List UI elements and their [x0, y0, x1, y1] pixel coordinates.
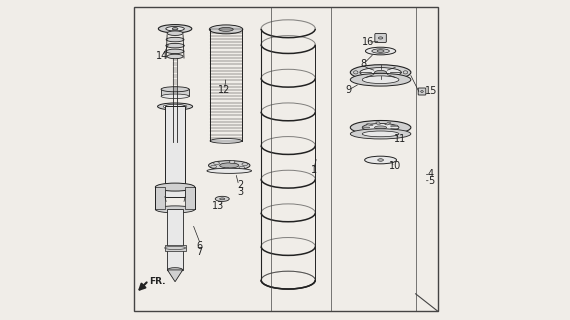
Polygon shape: [185, 187, 195, 209]
Polygon shape: [156, 187, 165, 209]
Ellipse shape: [421, 91, 424, 92]
Ellipse shape: [223, 167, 229, 170]
Ellipse shape: [168, 268, 183, 272]
Text: 7: 7: [196, 247, 202, 257]
Text: 9: 9: [345, 85, 352, 95]
FancyBboxPatch shape: [375, 34, 386, 43]
Ellipse shape: [207, 168, 251, 173]
Ellipse shape: [378, 37, 383, 39]
Ellipse shape: [209, 161, 250, 170]
Text: 1: 1: [311, 164, 317, 174]
Ellipse shape: [239, 166, 245, 169]
Bar: [161, 89, 189, 96]
Ellipse shape: [172, 28, 178, 30]
Text: 10: 10: [389, 161, 401, 172]
Ellipse shape: [365, 47, 396, 55]
Ellipse shape: [372, 49, 389, 53]
Ellipse shape: [165, 246, 186, 250]
Polygon shape: [385, 122, 391, 125]
Text: 14: 14: [156, 52, 169, 61]
Ellipse shape: [242, 163, 248, 166]
Ellipse shape: [166, 49, 184, 53]
Text: 13: 13: [212, 201, 224, 211]
Ellipse shape: [167, 54, 183, 59]
Ellipse shape: [210, 139, 242, 143]
Text: 2: 2: [237, 180, 243, 190]
Ellipse shape: [167, 31, 183, 36]
Ellipse shape: [161, 87, 189, 92]
Ellipse shape: [219, 198, 225, 200]
Text: 12: 12: [218, 85, 231, 95]
FancyBboxPatch shape: [418, 88, 426, 95]
Text: FR.: FR.: [149, 277, 165, 286]
Ellipse shape: [211, 165, 217, 168]
Ellipse shape: [163, 106, 166, 108]
Text: 15: 15: [425, 86, 438, 97]
Ellipse shape: [214, 162, 219, 164]
Polygon shape: [366, 129, 373, 132]
Ellipse shape: [215, 196, 229, 201]
Ellipse shape: [360, 68, 401, 77]
Polygon shape: [376, 131, 380, 133]
Polygon shape: [390, 128, 398, 130]
Ellipse shape: [378, 159, 384, 161]
Ellipse shape: [219, 28, 233, 31]
Polygon shape: [366, 124, 373, 126]
Bar: [165, 245, 186, 251]
Ellipse shape: [166, 37, 184, 42]
Bar: [165, 106, 185, 197]
Ellipse shape: [219, 163, 239, 168]
Text: 11: 11: [393, 134, 406, 144]
Ellipse shape: [403, 71, 408, 74]
Ellipse shape: [156, 183, 195, 191]
Ellipse shape: [363, 124, 399, 132]
Ellipse shape: [351, 121, 411, 134]
Ellipse shape: [165, 104, 185, 109]
Ellipse shape: [166, 27, 184, 31]
Ellipse shape: [184, 106, 187, 108]
Ellipse shape: [209, 25, 243, 34]
Ellipse shape: [351, 65, 411, 80]
Polygon shape: [385, 130, 391, 133]
Text: 3: 3: [237, 187, 243, 197]
Polygon shape: [363, 127, 369, 128]
Ellipse shape: [158, 25, 192, 33]
Text: 16: 16: [362, 37, 374, 47]
Ellipse shape: [365, 156, 397, 164]
Ellipse shape: [351, 129, 411, 139]
Ellipse shape: [156, 206, 195, 213]
Ellipse shape: [161, 94, 189, 99]
Ellipse shape: [353, 71, 358, 74]
Polygon shape: [390, 125, 398, 127]
Ellipse shape: [363, 76, 399, 84]
Bar: [168, 209, 183, 270]
Polygon shape: [376, 122, 380, 124]
Text: 5: 5: [428, 176, 434, 186]
Ellipse shape: [157, 103, 193, 110]
Text: 4: 4: [428, 169, 434, 179]
Ellipse shape: [166, 44, 184, 48]
Ellipse shape: [229, 161, 235, 164]
Ellipse shape: [363, 131, 399, 137]
Ellipse shape: [374, 70, 386, 74]
Ellipse shape: [351, 73, 411, 86]
Ellipse shape: [377, 50, 384, 52]
Ellipse shape: [374, 126, 386, 129]
Text: 6: 6: [196, 241, 202, 251]
Text: 8: 8: [360, 60, 366, 69]
Polygon shape: [168, 270, 183, 282]
